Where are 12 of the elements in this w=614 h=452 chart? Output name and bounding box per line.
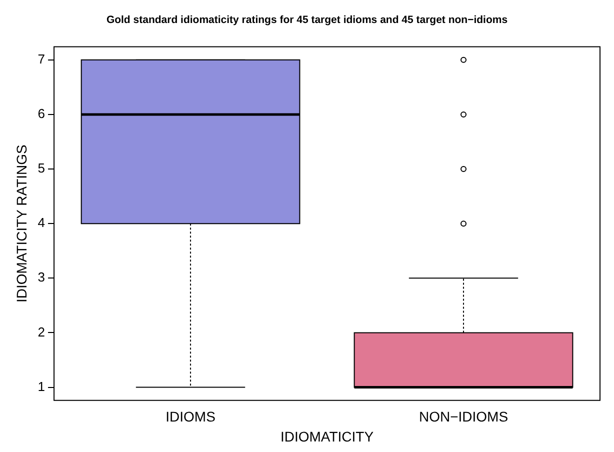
x-tick-label: NON−IDIOMS <box>418 408 508 425</box>
x-tick-label: IDIOMS <box>166 408 216 425</box>
y-tick-label: 6 <box>38 106 46 122</box>
y-tick-label: 3 <box>38 270 46 285</box>
y-tick-label: 1 <box>38 378 46 394</box>
chart-title: Gold standard idiomaticity ratings for 45 target idioms and 45 target non−idioms <box>105 13 509 28</box>
y-tick-label: 2 <box>38 324 46 340</box>
y-axis-title: IDIOMATICITY RATINGS <box>13 144 30 303</box>
y-tick-label: 7 <box>38 51 46 66</box>
y-tick-label: 4 <box>38 215 46 230</box>
y-tick-label: 5 <box>38 160 46 176</box>
x-axis-title: IDIOMATICITY <box>280 428 374 444</box>
